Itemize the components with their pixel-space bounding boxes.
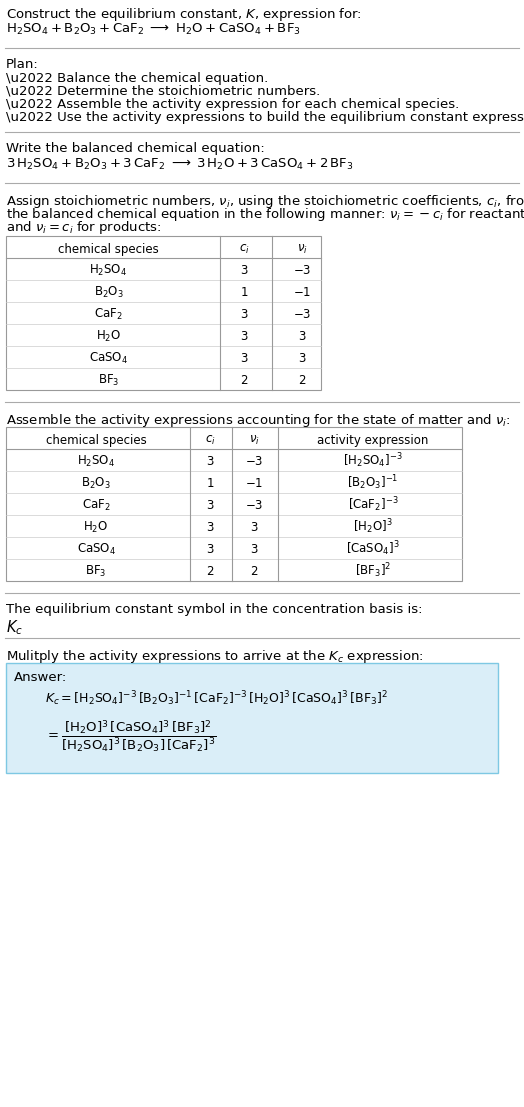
Text: $\mathrm{H_2SO_4}$: $\mathrm{H_2SO_4}$: [90, 262, 127, 278]
Text: \u2022 Determine the stoichiometric numbers.: \u2022 Determine the stoichiometric numb…: [6, 85, 320, 99]
Text: $\mathrm{BF_3}$: $\mathrm{BF_3}$: [98, 373, 119, 387]
Text: $-3$: $-3$: [293, 263, 311, 277]
Text: $[\mathrm{H_2O}]^{3}$: $[\mathrm{H_2O}]^{3}$: [353, 518, 393, 537]
Text: \u2022 Use the activity expressions to build the equilibrium constant expression: \u2022 Use the activity expressions to b…: [6, 111, 524, 124]
Text: $-3$: $-3$: [245, 498, 263, 511]
Text: Answer:: Answer:: [14, 671, 67, 684]
Text: 3: 3: [241, 330, 248, 342]
Text: $2$: $2$: [298, 373, 306, 386]
Text: $3$: $3$: [250, 520, 258, 534]
Text: Write the balanced chemical equation:: Write the balanced chemical equation:: [6, 142, 265, 155]
Text: 2: 2: [240, 373, 248, 386]
FancyBboxPatch shape: [6, 663, 498, 773]
Text: \u2022 Balance the chemical equation.: \u2022 Balance the chemical equation.: [6, 72, 268, 85]
Text: $\mathrm{CaF_2}$: $\mathrm{CaF_2}$: [94, 307, 123, 322]
Text: 3: 3: [241, 263, 248, 277]
Text: $-1$: $-1$: [245, 477, 263, 489]
Text: activity expression: activity expression: [318, 434, 429, 447]
Text: $\mathrm{BF_3}$: $\mathrm{BF_3}$: [85, 563, 107, 579]
Text: and $\nu_i = c_i$ for products:: and $\nu_i = c_i$ for products:: [6, 219, 161, 236]
Text: 3: 3: [206, 542, 214, 556]
Text: $-3$: $-3$: [245, 455, 263, 467]
Text: $\mathrm{3\,H_2SO_4 + B_2O_3 + 3\,CaF_2 \;\longrightarrow\; 3\,H_2O + 3\,CaSO_4 : $\mathrm{3\,H_2SO_4 + B_2O_3 + 3\,CaF_2 …: [6, 157, 354, 172]
Text: $\mathrm{H_2SO_4}$: $\mathrm{H_2SO_4}$: [77, 454, 115, 468]
Text: 1: 1: [206, 477, 214, 489]
Text: $3$: $3$: [250, 542, 258, 556]
Text: Construct the equilibrium constant, $K$, expression for:: Construct the equilibrium constant, $K$,…: [6, 6, 362, 23]
Text: 1: 1: [240, 286, 248, 299]
Text: $-3$: $-3$: [293, 308, 311, 321]
Text: 3: 3: [206, 498, 214, 511]
Text: $\mathrm{H_2SO_4 + B_2O_3 + CaF_2 \;\longrightarrow\; H_2O + CaSO_4 + BF_3}$: $\mathrm{H_2SO_4 + B_2O_3 + CaF_2 \;\lon…: [6, 22, 301, 38]
Text: $-1$: $-1$: [293, 286, 311, 299]
Text: \u2022 Assemble the activity expression for each chemical species.: \u2022 Assemble the activity expression …: [6, 99, 459, 111]
Text: $[\mathrm{CaF_2}]^{-3}$: $[\mathrm{CaF_2}]^{-3}$: [348, 496, 398, 515]
Text: $[\mathrm{B_2O_3}]^{-1}$: $[\mathrm{B_2O_3}]^{-1}$: [347, 474, 399, 493]
Text: Assign stoichiometric numbers, $\nu_i$, using the stoichiometric coefficients, $: Assign stoichiometric numbers, $\nu_i$, …: [6, 193, 524, 210]
Text: Assemble the activity expressions accounting for the state of matter and $\nu_i$: Assemble the activity expressions accoun…: [6, 412, 511, 430]
Text: $2$: $2$: [250, 565, 258, 578]
Bar: [6, 427, 462, 581]
Text: chemical species: chemical species: [46, 434, 146, 447]
Text: $[\mathrm{CaSO_4}]^{3}$: $[\mathrm{CaSO_4}]^{3}$: [346, 540, 400, 558]
Text: 2: 2: [206, 565, 214, 578]
Text: $c_i$: $c_i$: [205, 434, 215, 447]
Text: $\mathrm{CaSO_4}$: $\mathrm{CaSO_4}$: [89, 351, 128, 365]
Text: $\nu_i$: $\nu_i$: [297, 244, 308, 256]
Text: $\mathrm{H_2O}$: $\mathrm{H_2O}$: [83, 519, 108, 535]
Text: $\mathrm{B_2O_3}$: $\mathrm{B_2O_3}$: [81, 476, 111, 490]
Text: Plan:: Plan:: [6, 58, 39, 71]
Text: $\mathrm{CaSO_4}$: $\mathrm{CaSO_4}$: [77, 541, 115, 557]
Text: $[\mathrm{H_2SO_4}]^{-3}$: $[\mathrm{H_2SO_4}]^{-3}$: [343, 452, 403, 470]
Text: $\mathrm{CaF_2}$: $\mathrm{CaF_2}$: [82, 497, 111, 513]
Text: $3$: $3$: [298, 352, 306, 364]
Text: $c_i$: $c_i$: [238, 244, 249, 256]
Text: 3: 3: [241, 352, 248, 364]
Text: Mulitply the activity expressions to arrive at the $K_c$ expression:: Mulitply the activity expressions to arr…: [6, 648, 424, 665]
Text: 3: 3: [241, 308, 248, 321]
Text: chemical species: chemical species: [58, 244, 159, 256]
Text: $K_c$: $K_c$: [6, 618, 23, 637]
Text: $= \dfrac{[\mathrm{H_2O}]^3\,[\mathrm{CaSO_4}]^3\,[\mathrm{BF_3}]^2}{[\mathrm{H_: $= \dfrac{[\mathrm{H_2O}]^3\,[\mathrm{Ca…: [45, 720, 216, 755]
Text: $\mathrm{B_2O_3}$: $\mathrm{B_2O_3}$: [94, 284, 123, 300]
Text: $\mathrm{H_2O}$: $\mathrm{H_2O}$: [96, 329, 121, 343]
Text: $K_c = [\mathrm{H_2SO_4}]^{-3}\,[\mathrm{B_2O_3}]^{-1}\,[\mathrm{CaF_2}]^{-3}\,[: $K_c = [\mathrm{H_2SO_4}]^{-3}\,[\mathrm…: [45, 689, 388, 707]
Text: The equilibrium constant symbol in the concentration basis is:: The equilibrium constant symbol in the c…: [6, 603, 422, 615]
Text: $[\mathrm{BF_3}]^{2}$: $[\mathrm{BF_3}]^{2}$: [355, 561, 391, 580]
Bar: [6, 236, 321, 390]
Text: 3: 3: [206, 455, 214, 467]
Text: $3$: $3$: [298, 330, 306, 342]
Text: $\nu_i$: $\nu_i$: [248, 434, 259, 447]
Text: 3: 3: [206, 520, 214, 534]
Text: the balanced chemical equation in the following manner: $\nu_i = -c_i$ for react: the balanced chemical equation in the fo…: [6, 206, 524, 223]
